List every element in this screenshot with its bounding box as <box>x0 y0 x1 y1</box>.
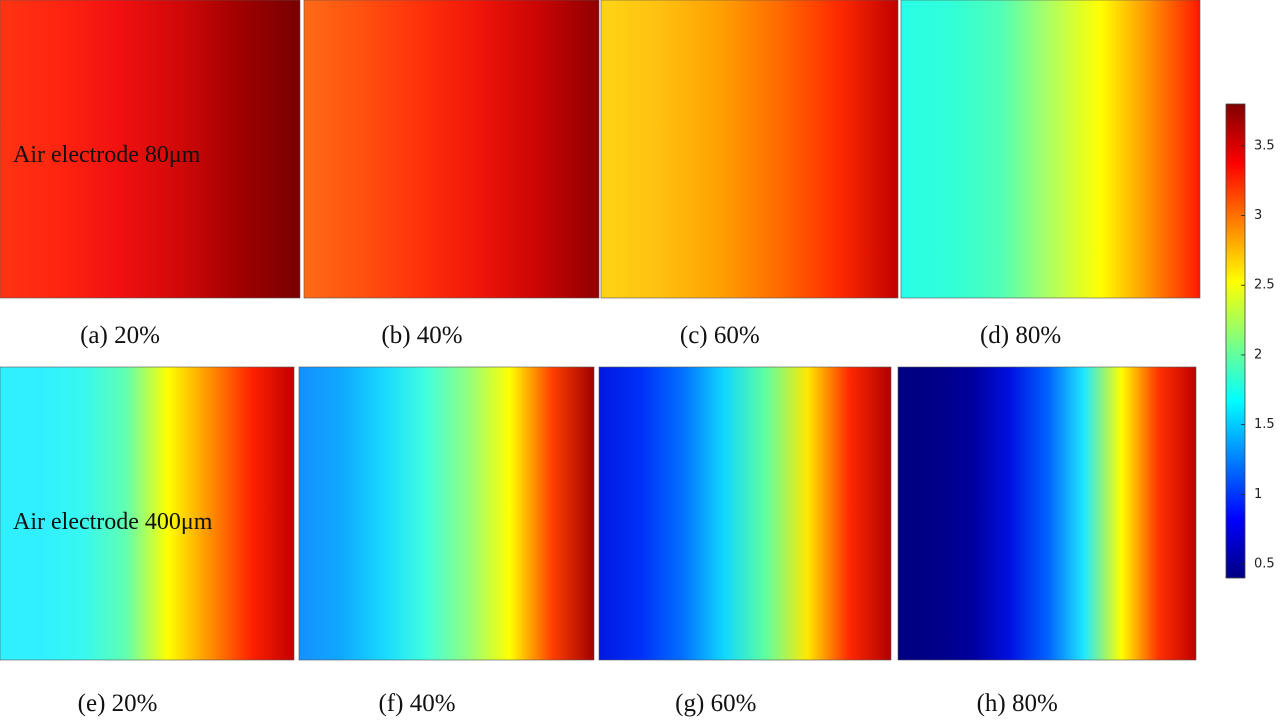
panel-caption: (f) 40% <box>378 690 455 717</box>
panel-caption: (d) 80% <box>980 322 1061 349</box>
panel-annotation: Air electrode 80μm <box>13 142 201 168</box>
field-panel <box>600 0 899 299</box>
colorbar-tick-label: 2.5 <box>1254 278 1275 293</box>
colorbar <box>1225 103 1246 579</box>
field-panel <box>298 366 595 661</box>
colorbar-tick-label: 1 <box>1254 487 1262 502</box>
colorbar-tick-label: 2 <box>1254 347 1262 362</box>
panel-caption: (a) 20% <box>80 322 160 349</box>
field-panel <box>598 366 892 661</box>
field-panel <box>0 366 295 661</box>
field-panel <box>900 0 1201 299</box>
panel-caption: (e) 20% <box>78 690 158 717</box>
field-panel <box>0 0 301 299</box>
panel-caption: (b) 40% <box>381 322 462 349</box>
panel-caption: (c) 60% <box>680 322 760 349</box>
field-panel <box>303 0 600 299</box>
panel-caption: (h) 80% <box>977 690 1058 717</box>
panel-annotation: Air electrode 400μm <box>13 509 213 535</box>
colorbar-tick-label: 0.5 <box>1254 557 1275 572</box>
field-panel <box>897 366 1197 661</box>
panel-caption: (g) 60% <box>675 690 756 717</box>
colorbar-tick-label: 1.5 <box>1254 417 1275 432</box>
colorbar-tick-label: 3.5 <box>1254 138 1275 153</box>
colorbar-tick-label: 3 <box>1254 208 1262 223</box>
